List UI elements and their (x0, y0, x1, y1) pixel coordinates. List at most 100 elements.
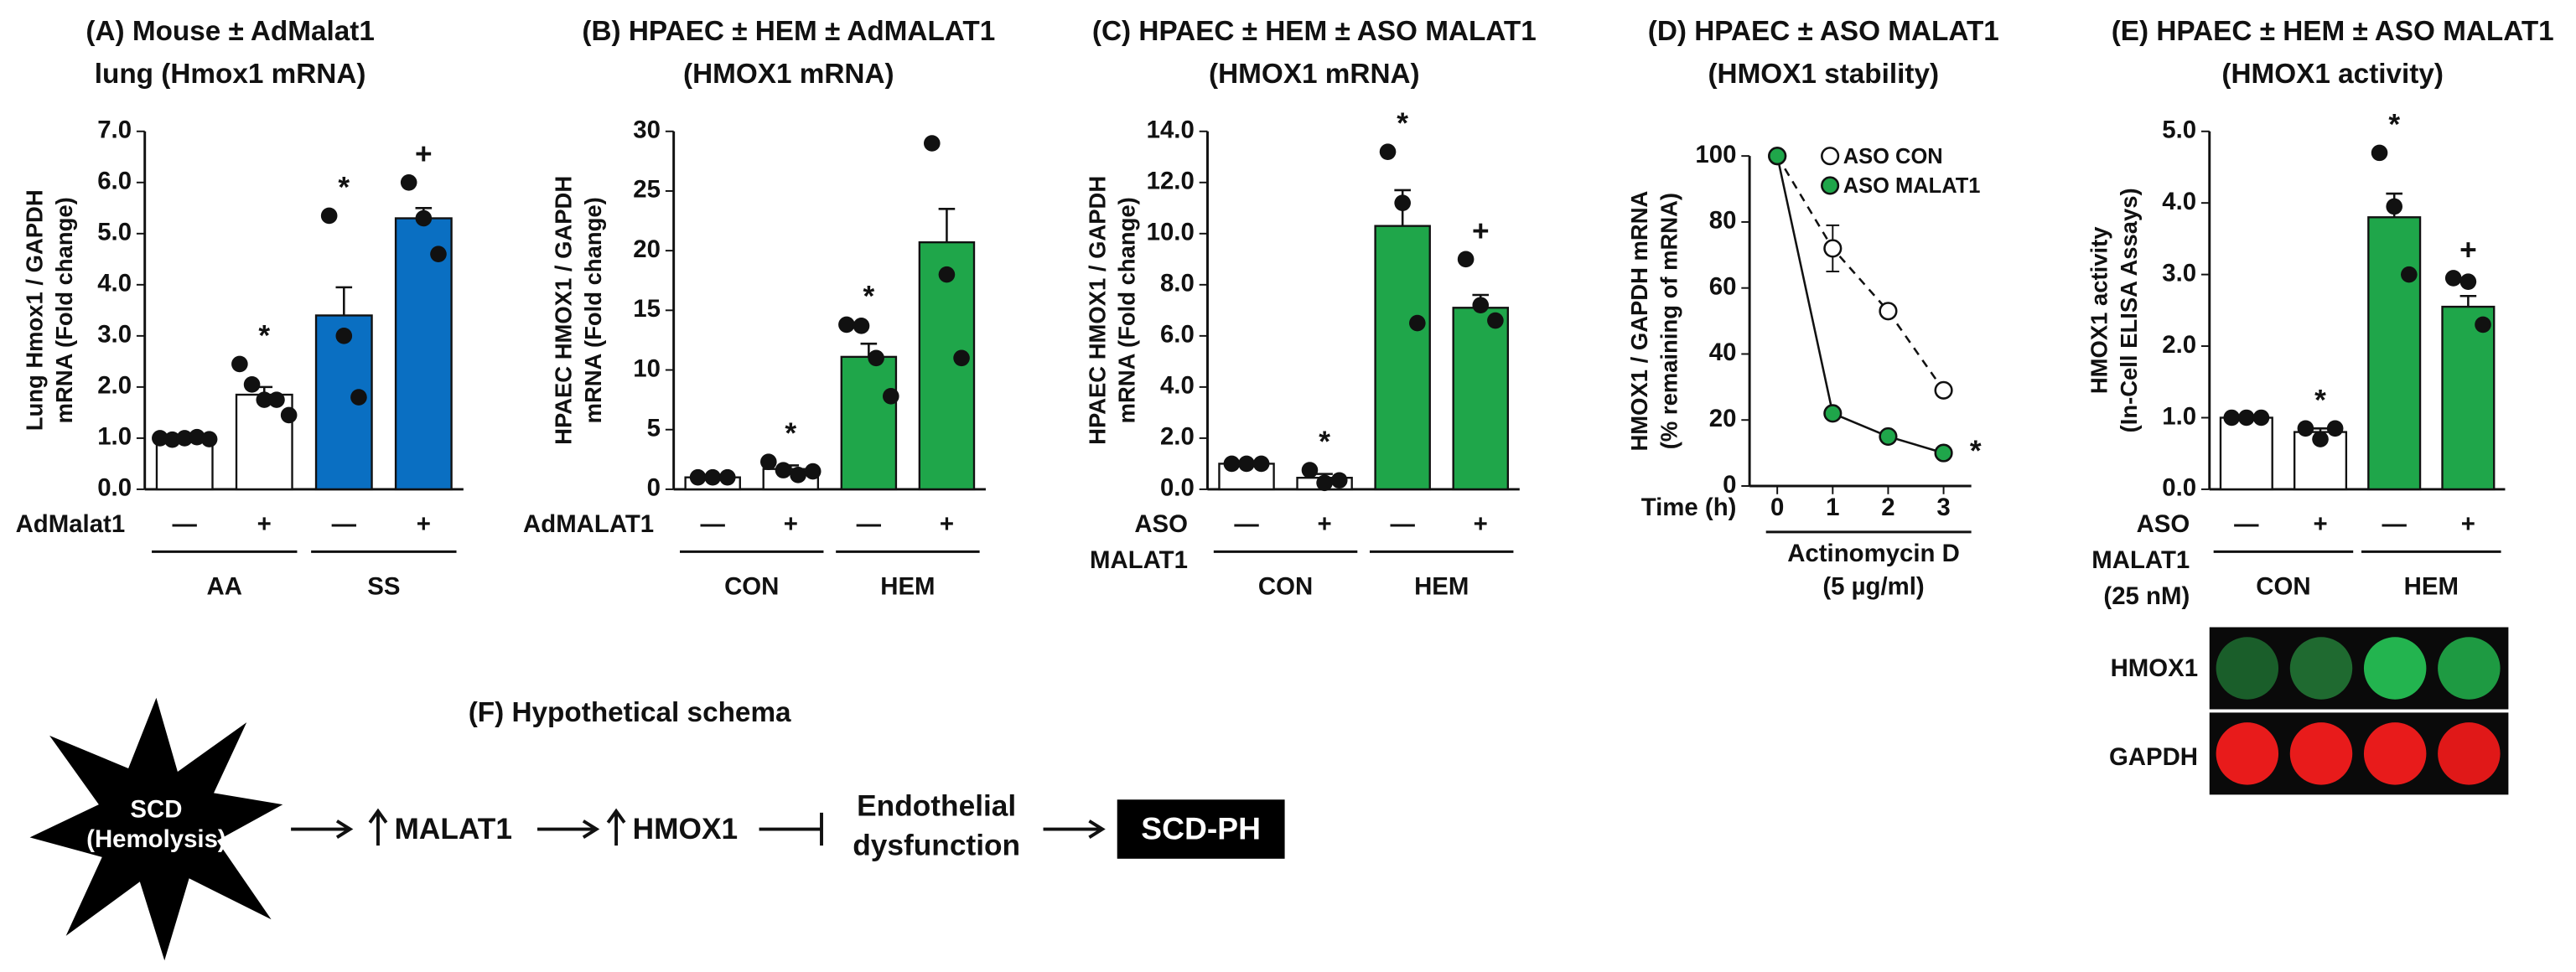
data-point (335, 328, 353, 344)
schema-node: MALAT1 (395, 813, 512, 845)
data-point (176, 430, 194, 447)
legend-marker (1821, 147, 1840, 166)
data-point (415, 209, 433, 227)
data-point (2297, 420, 2314, 437)
chart-title: (B) HPAEC ± HEM ± AdMALAT1 (582, 16, 995, 47)
y-axis-label: HMOX1 activity (2086, 226, 2112, 394)
chart-title: (HMOX1 mRNA) (683, 59, 894, 90)
y-tick-label: 3.0 (2162, 259, 2196, 287)
schema-node: (Hemolysis) (86, 825, 226, 853)
x-tick-label: + (257, 510, 272, 538)
y-tick-label: 20 (1709, 405, 1737, 432)
y-tick-label: 6.0 (1160, 321, 1195, 349)
data-point (243, 376, 261, 393)
y-tick-label: 14.0 (1147, 116, 1195, 144)
x-tick-label: — (857, 510, 882, 538)
y-tick-label: 5.0 (2162, 116, 2196, 144)
x-tick-label: + (940, 510, 954, 538)
annotation: * (1970, 435, 1982, 468)
data-point (256, 391, 273, 408)
annotation: + (415, 138, 433, 171)
group-label: CON (2256, 572, 2310, 600)
bar (1374, 225, 1431, 491)
series-line (1775, 155, 1944, 454)
series-marker (1879, 302, 1898, 321)
series-marker (1823, 404, 1843, 423)
error-bar (2459, 294, 2477, 308)
y-tick-label: 8.0 (1160, 270, 1195, 297)
legend-label: ASO CON (1843, 145, 1943, 168)
y-tick-label: 10.0 (1147, 219, 1195, 246)
x-row-label: Time (h) (1641, 494, 1737, 521)
group-label: SS (367, 572, 400, 600)
chart-title: (C) HPAEC ± HEM ± ASO MALAT1 (1092, 16, 1537, 47)
data-point (923, 135, 941, 152)
data-point (804, 463, 822, 480)
y-tick-label: 0.0 (97, 474, 132, 502)
bar (2367, 216, 2422, 491)
data-point (2312, 431, 2329, 447)
y-tick-label: 20 (633, 235, 661, 263)
x-tick-label: — (1234, 510, 1259, 538)
data-point (1487, 312, 1504, 329)
x-tick-label: + (2313, 510, 2327, 538)
y-tick-label: 5.0 (97, 219, 132, 246)
bar (2441, 305, 2496, 491)
data-point (1379, 143, 1397, 160)
y-tick-label: 5 (647, 414, 661, 442)
bar (918, 241, 976, 491)
x-tick-label: 2 (1881, 494, 1894, 521)
x-tick-label: + (2461, 510, 2475, 538)
series-marker (1879, 427, 1898, 446)
schema-node: Endothelial (857, 789, 1016, 822)
data-point (883, 388, 899, 405)
schema-node: SCD-PH (1141, 810, 1261, 845)
y-tick-label: 7.0 (97, 116, 132, 144)
bar (840, 355, 898, 491)
data-point (868, 349, 884, 367)
data-point (1330, 472, 1348, 489)
data-point (189, 428, 205, 446)
x-tick-label: — (2382, 510, 2408, 538)
x-tick-label: — (173, 510, 198, 538)
x-tick-label: + (1318, 510, 1332, 538)
series-marker (1934, 380, 1953, 400)
schema: (F) Hypothetical schema SCD (Hemolysis) … (29, 697, 1285, 961)
y-tick-label: 2.0 (2162, 331, 2196, 359)
y-tick-label: 3.0 (97, 321, 132, 349)
x-tick-label: + (784, 510, 798, 538)
series-marker (1823, 239, 1843, 258)
data-point (2459, 273, 2477, 290)
annotation: + (2459, 234, 2477, 266)
blot-label: HMOX1 (2111, 654, 2198, 682)
x-tick-label: 1 (1826, 494, 1839, 521)
y-tick-label: 2.0 (97, 372, 132, 400)
data-point (1223, 455, 1241, 473)
annotation: * (1397, 107, 1408, 140)
x-tick-label: + (417, 510, 431, 538)
schema-title: (F) Hypothetical schema (469, 697, 791, 728)
group-label: AA (207, 572, 242, 600)
data-point (2371, 144, 2388, 162)
data-point (1238, 455, 1255, 473)
annotation: * (863, 280, 874, 313)
chart-title: lung (Hmox1 mRNA) (95, 59, 366, 90)
bar (394, 217, 453, 491)
annotation: * (2314, 384, 2326, 416)
y-axis-label: HPAEC HMOX1 / GAPDH (551, 176, 577, 445)
group-label: CON (724, 572, 779, 600)
schema-node: SCD (130, 796, 182, 824)
annotation: * (338, 171, 350, 204)
y-axis-label: HPAEC HMOX1 / GAPDH (1084, 176, 1110, 445)
y-tick-label: 1.0 (97, 423, 132, 451)
x-tick-label: — (2234, 510, 2259, 538)
data-point (400, 173, 417, 191)
y-axis-label: mRNA (Fold change) (580, 197, 606, 423)
data-point (1409, 314, 1426, 332)
y-tick-label: 30 (633, 116, 661, 144)
annotation: * (258, 319, 270, 352)
data-point (280, 406, 298, 424)
row-label: AdMalat1 (16, 510, 126, 538)
data-point (1394, 194, 1411, 211)
chart-title: (E) HPAEC ± HEM ± ASO MALAT1 (2112, 16, 2554, 47)
